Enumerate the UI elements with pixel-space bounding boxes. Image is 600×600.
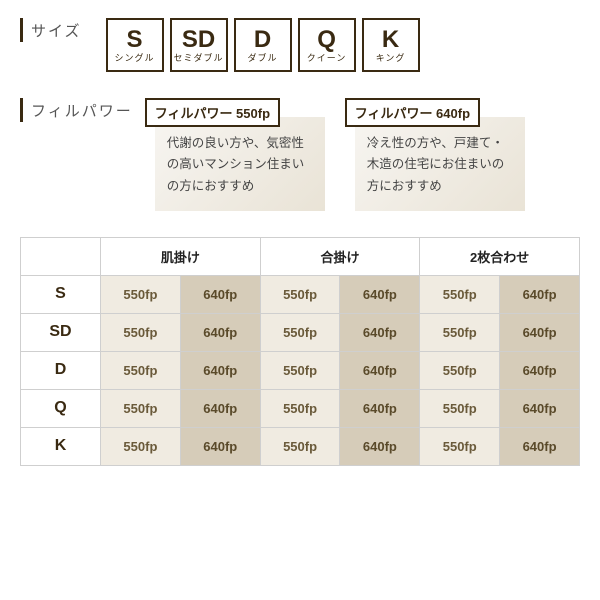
size-heading: サイズ bbox=[20, 18, 82, 42]
table-cell: 640fp bbox=[180, 389, 260, 427]
table-cell: 550fp bbox=[420, 389, 500, 427]
table-row-label: S bbox=[21, 275, 101, 313]
size-code: D bbox=[254, 27, 271, 52]
size-heading-text: サイズ bbox=[31, 20, 82, 41]
table-col-group: 2枚合わせ bbox=[420, 237, 580, 275]
table-row: Q 550fp 640fp 550fp 640fp 550fp 640fp bbox=[21, 389, 580, 427]
table-cell: 640fp bbox=[340, 389, 420, 427]
fillpower-heading: フィルパワー bbox=[20, 98, 133, 122]
fillpower-boxes: フィルパワー 550fp 代謝の良い方や、気密性の高いマンション住まいの方におす… bbox=[155, 98, 525, 211]
fillpower-box-550: フィルパワー 550fp 代謝の良い方や、気密性の高いマンション住まいの方におす… bbox=[155, 98, 325, 211]
table-cell: 550fp bbox=[420, 275, 500, 313]
table-cell: 640fp bbox=[180, 351, 260, 389]
table-row: D 550fp 640fp 550fp 640fp 550fp 640fp bbox=[21, 351, 580, 389]
table-cell: 550fp bbox=[260, 275, 340, 313]
table-cell: 640fp bbox=[340, 351, 420, 389]
table-cell: 550fp bbox=[260, 389, 340, 427]
fillpower-box-640: フィルパワー 640fp 冷え性の方や、戸建て・木造の住宅にお住まいの方におすす… bbox=[355, 98, 525, 211]
table-col-group: 肌掛け bbox=[101, 237, 261, 275]
fillpower-label: フィルパワー 640fp bbox=[345, 98, 480, 127]
table-cell: 550fp bbox=[420, 351, 500, 389]
table-cell: 640fp bbox=[500, 389, 580, 427]
table-cell: 550fp bbox=[420, 427, 500, 465]
size-section: サイズ S シングル SD セミダブル D ダブル Q クイーン K キング bbox=[20, 18, 580, 72]
table-cell: 550fp bbox=[101, 427, 181, 465]
table-row-label: SD bbox=[21, 313, 101, 351]
table-row: K 550fp 640fp 550fp 640fp 550fp 640fp bbox=[21, 427, 580, 465]
table-cell: 640fp bbox=[500, 427, 580, 465]
size-tile-k: K キング bbox=[362, 18, 420, 72]
fillpower-section: フィルパワー フィルパワー 550fp 代謝の良い方や、気密性の高いマンション住… bbox=[20, 98, 580, 211]
table-cell: 640fp bbox=[340, 313, 420, 351]
size-tile-sd: SD セミダブル bbox=[170, 18, 228, 72]
fillpower-label: フィルパワー 550fp bbox=[145, 98, 280, 127]
size-jp: クイーン bbox=[307, 54, 347, 63]
size-tiles: S シングル SD セミダブル D ダブル Q クイーン K キング bbox=[106, 18, 420, 72]
table-cell: 640fp bbox=[500, 275, 580, 313]
heading-bar-icon bbox=[20, 18, 23, 42]
table-header-row: 肌掛け 合掛け 2枚合わせ bbox=[21, 237, 580, 275]
table-cell: 550fp bbox=[101, 389, 181, 427]
table-cell: 550fp bbox=[420, 313, 500, 351]
table-cell: 550fp bbox=[101, 351, 181, 389]
table-corner bbox=[21, 237, 101, 275]
table-row-label: D bbox=[21, 351, 101, 389]
table-cell: 640fp bbox=[180, 275, 260, 313]
table-cell: 550fp bbox=[260, 427, 340, 465]
table-cell: 640fp bbox=[500, 313, 580, 351]
table-cell: 640fp bbox=[500, 351, 580, 389]
fillpower-desc: 冷え性の方や、戸建て・木造の住宅にお住まいの方におすすめ bbox=[355, 117, 525, 211]
table-row: SD 550fp 640fp 550fp 640fp 550fp 640fp bbox=[21, 313, 580, 351]
size-code: Q bbox=[317, 27, 336, 52]
table-row-label: Q bbox=[21, 389, 101, 427]
size-jp: キング bbox=[376, 54, 406, 63]
size-code: SD bbox=[182, 27, 215, 52]
table-cell: 550fp bbox=[260, 313, 340, 351]
table-cell: 640fp bbox=[340, 427, 420, 465]
size-code: K bbox=[382, 27, 399, 52]
size-code: S bbox=[127, 27, 143, 52]
size-jp: セミダブル bbox=[174, 54, 224, 63]
table-cell: 640fp bbox=[340, 275, 420, 313]
size-jp: シングル bbox=[115, 54, 155, 63]
comparison-table: 肌掛け 合掛け 2枚合わせ S 550fp 640fp 550fp 640fp … bbox=[20, 237, 580, 466]
table-cell: 550fp bbox=[260, 351, 340, 389]
fillpower-desc: 代謝の良い方や、気密性の高いマンション住まいの方におすすめ bbox=[155, 117, 325, 211]
size-tile-d: D ダブル bbox=[234, 18, 292, 72]
size-tile-q: Q クイーン bbox=[298, 18, 356, 72]
size-jp: ダブル bbox=[248, 54, 278, 63]
fillpower-heading-text: フィルパワー bbox=[31, 100, 133, 121]
table-cell: 640fp bbox=[180, 313, 260, 351]
size-tile-s: S シングル bbox=[106, 18, 164, 72]
table-row: S 550fp 640fp 550fp 640fp 550fp 640fp bbox=[21, 275, 580, 313]
table-cell: 640fp bbox=[180, 427, 260, 465]
table-row-label: K bbox=[21, 427, 101, 465]
table-col-group: 合掛け bbox=[260, 237, 420, 275]
table-cell: 550fp bbox=[101, 313, 181, 351]
heading-bar-icon bbox=[20, 98, 23, 122]
table-cell: 550fp bbox=[101, 275, 181, 313]
